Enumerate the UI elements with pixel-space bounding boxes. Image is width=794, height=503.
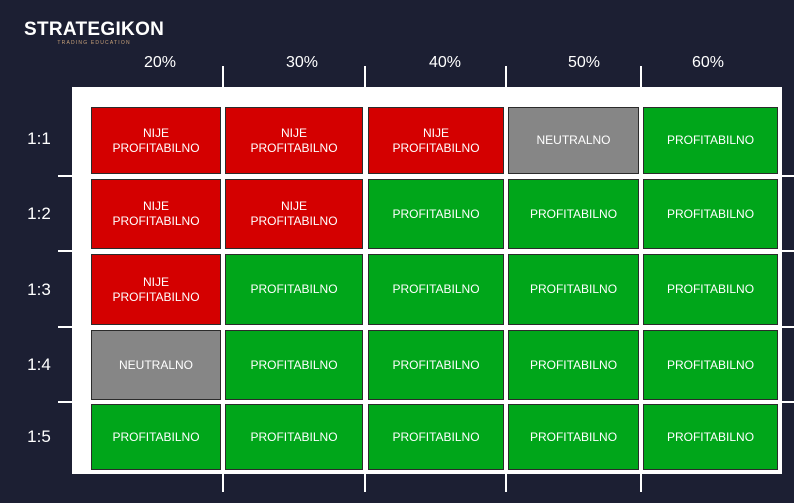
column-divider: [640, 66, 642, 492]
column-header-40: 40%: [428, 54, 462, 71]
row-header-1-5: 1:5: [27, 427, 51, 446]
row-divider: [58, 175, 794, 177]
cell-label: NIJE PROFITABILNO: [112, 199, 200, 228]
cell-1-1-40: NIJE PROFITABILNO: [368, 107, 504, 174]
cell-1-5-40: PROFITABILNO: [368, 404, 504, 470]
cell-1-3-40: PROFITABILNO: [368, 254, 504, 325]
cell-1-2-20: NIJE PROFITABILNO: [91, 179, 221, 249]
cell-label: NIJE PROFITABILNO: [250, 199, 338, 228]
cell-1-2-50: PROFITABILNO: [508, 179, 639, 249]
cell-label: PROFITABILNO: [529, 206, 618, 221]
cell-1-1-60: PROFITABILNO: [643, 107, 778, 174]
row-header-1-2: 1:2: [27, 204, 51, 223]
cell-label: PROFITABILNO: [112, 429, 200, 444]
cell-1-1-20: NIJE PROFITABILNO: [91, 107, 221, 174]
cell-label: NEUTRALNO: [118, 357, 193, 372]
cell-label: NEUTRALNO: [536, 133, 611, 147]
cell-1-4-50: PROFITABILNO: [508, 330, 639, 400]
cell-label: PROFITABILNO: [666, 429, 755, 444]
logo-name: STRATEGIKON: [24, 19, 165, 40]
cell-label: PROFITABILNO: [392, 429, 480, 444]
column-header-60: 60%: [691, 54, 725, 71]
cell-label: PROFITABILNO: [250, 357, 338, 372]
row-divider: [58, 250, 794, 252]
cell-label: PROFITABILNO: [529, 282, 618, 296]
cell-label: PROFITABILNO: [250, 282, 338, 296]
cell-1-1-30: NIJE PROFITABILNO: [225, 107, 363, 174]
cell-1-3-50: PROFITABILNO: [508, 254, 639, 325]
cell-label: PROFITABILNO: [392, 282, 480, 296]
cell-1-5-20: PROFITABILNO: [91, 404, 221, 470]
cell-1-3-60: PROFITABILNO: [643, 254, 778, 325]
cell-1-4-60: PROFITABILNO: [643, 330, 778, 400]
cell-label: NIJE PROFITABILNO: [112, 125, 200, 155]
row-divider: [58, 326, 794, 328]
cell-label: NIJE PROFITABILNO: [392, 125, 480, 155]
column-divider: [505, 66, 507, 492]
cell-label: PROFITABILNO: [666, 282, 755, 296]
cell-1-2-30: NIJE PROFITABILNO: [225, 179, 363, 249]
cell-1-4-30: PROFITABILNO: [225, 330, 363, 400]
row-divider: [58, 401, 794, 403]
cell-1-4-20: NEUTRALNO: [91, 330, 221, 400]
strategikon-logo: STRATEGIKON TRADING EDUCATION: [24, 19, 164, 46]
cell-label: PROFITABILNO: [666, 206, 755, 221]
cell-1-2-60: PROFITABILNO: [643, 179, 778, 249]
column-divider: [222, 66, 224, 492]
column-header-50: 50%: [567, 54, 601, 71]
cell-1-3-20: NIJE PROFITABILNO: [91, 254, 221, 325]
column-header-30: 30%: [285, 54, 319, 71]
cell-label: NIJE PROFITABILNO: [250, 125, 338, 155]
row-header-1-4: 1:4: [27, 355, 51, 374]
column-divider: [364, 66, 366, 492]
cell-1-1-50: NEUTRALNO: [508, 107, 639, 174]
cell-1-5-60: PROFITABILNO: [643, 404, 778, 470]
cell-label: PROFITABILNO: [392, 206, 480, 221]
cell-1-5-50: PROFITABILNO: [508, 404, 639, 470]
logo-tagline: TRADING EDUCATION: [57, 40, 131, 46]
cell-label: PROFITABILNO: [250, 429, 338, 444]
cell-label: PROFITABILNO: [529, 357, 618, 372]
row-header-1-1: 1:1: [27, 129, 51, 148]
cell-label: PROFITABILNO: [529, 429, 618, 444]
cell-1-2-40: PROFITABILNO: [368, 179, 504, 249]
cell-1-5-30: PROFITABILNO: [225, 404, 363, 470]
cell-label: NIJE PROFITABILNO: [112, 274, 200, 304]
cell-label: PROFITABILNO: [392, 357, 480, 372]
column-header-20: 20%: [143, 54, 177, 71]
cell-1-3-30: PROFITABILNO: [225, 254, 363, 325]
cell-label: PROFITABILNO: [666, 133, 755, 147]
row-header-1-3: 1:3: [27, 280, 51, 299]
cell-1-4-40: PROFITABILNO: [368, 330, 504, 400]
cell-label: PROFITABILNO: [666, 357, 755, 372]
